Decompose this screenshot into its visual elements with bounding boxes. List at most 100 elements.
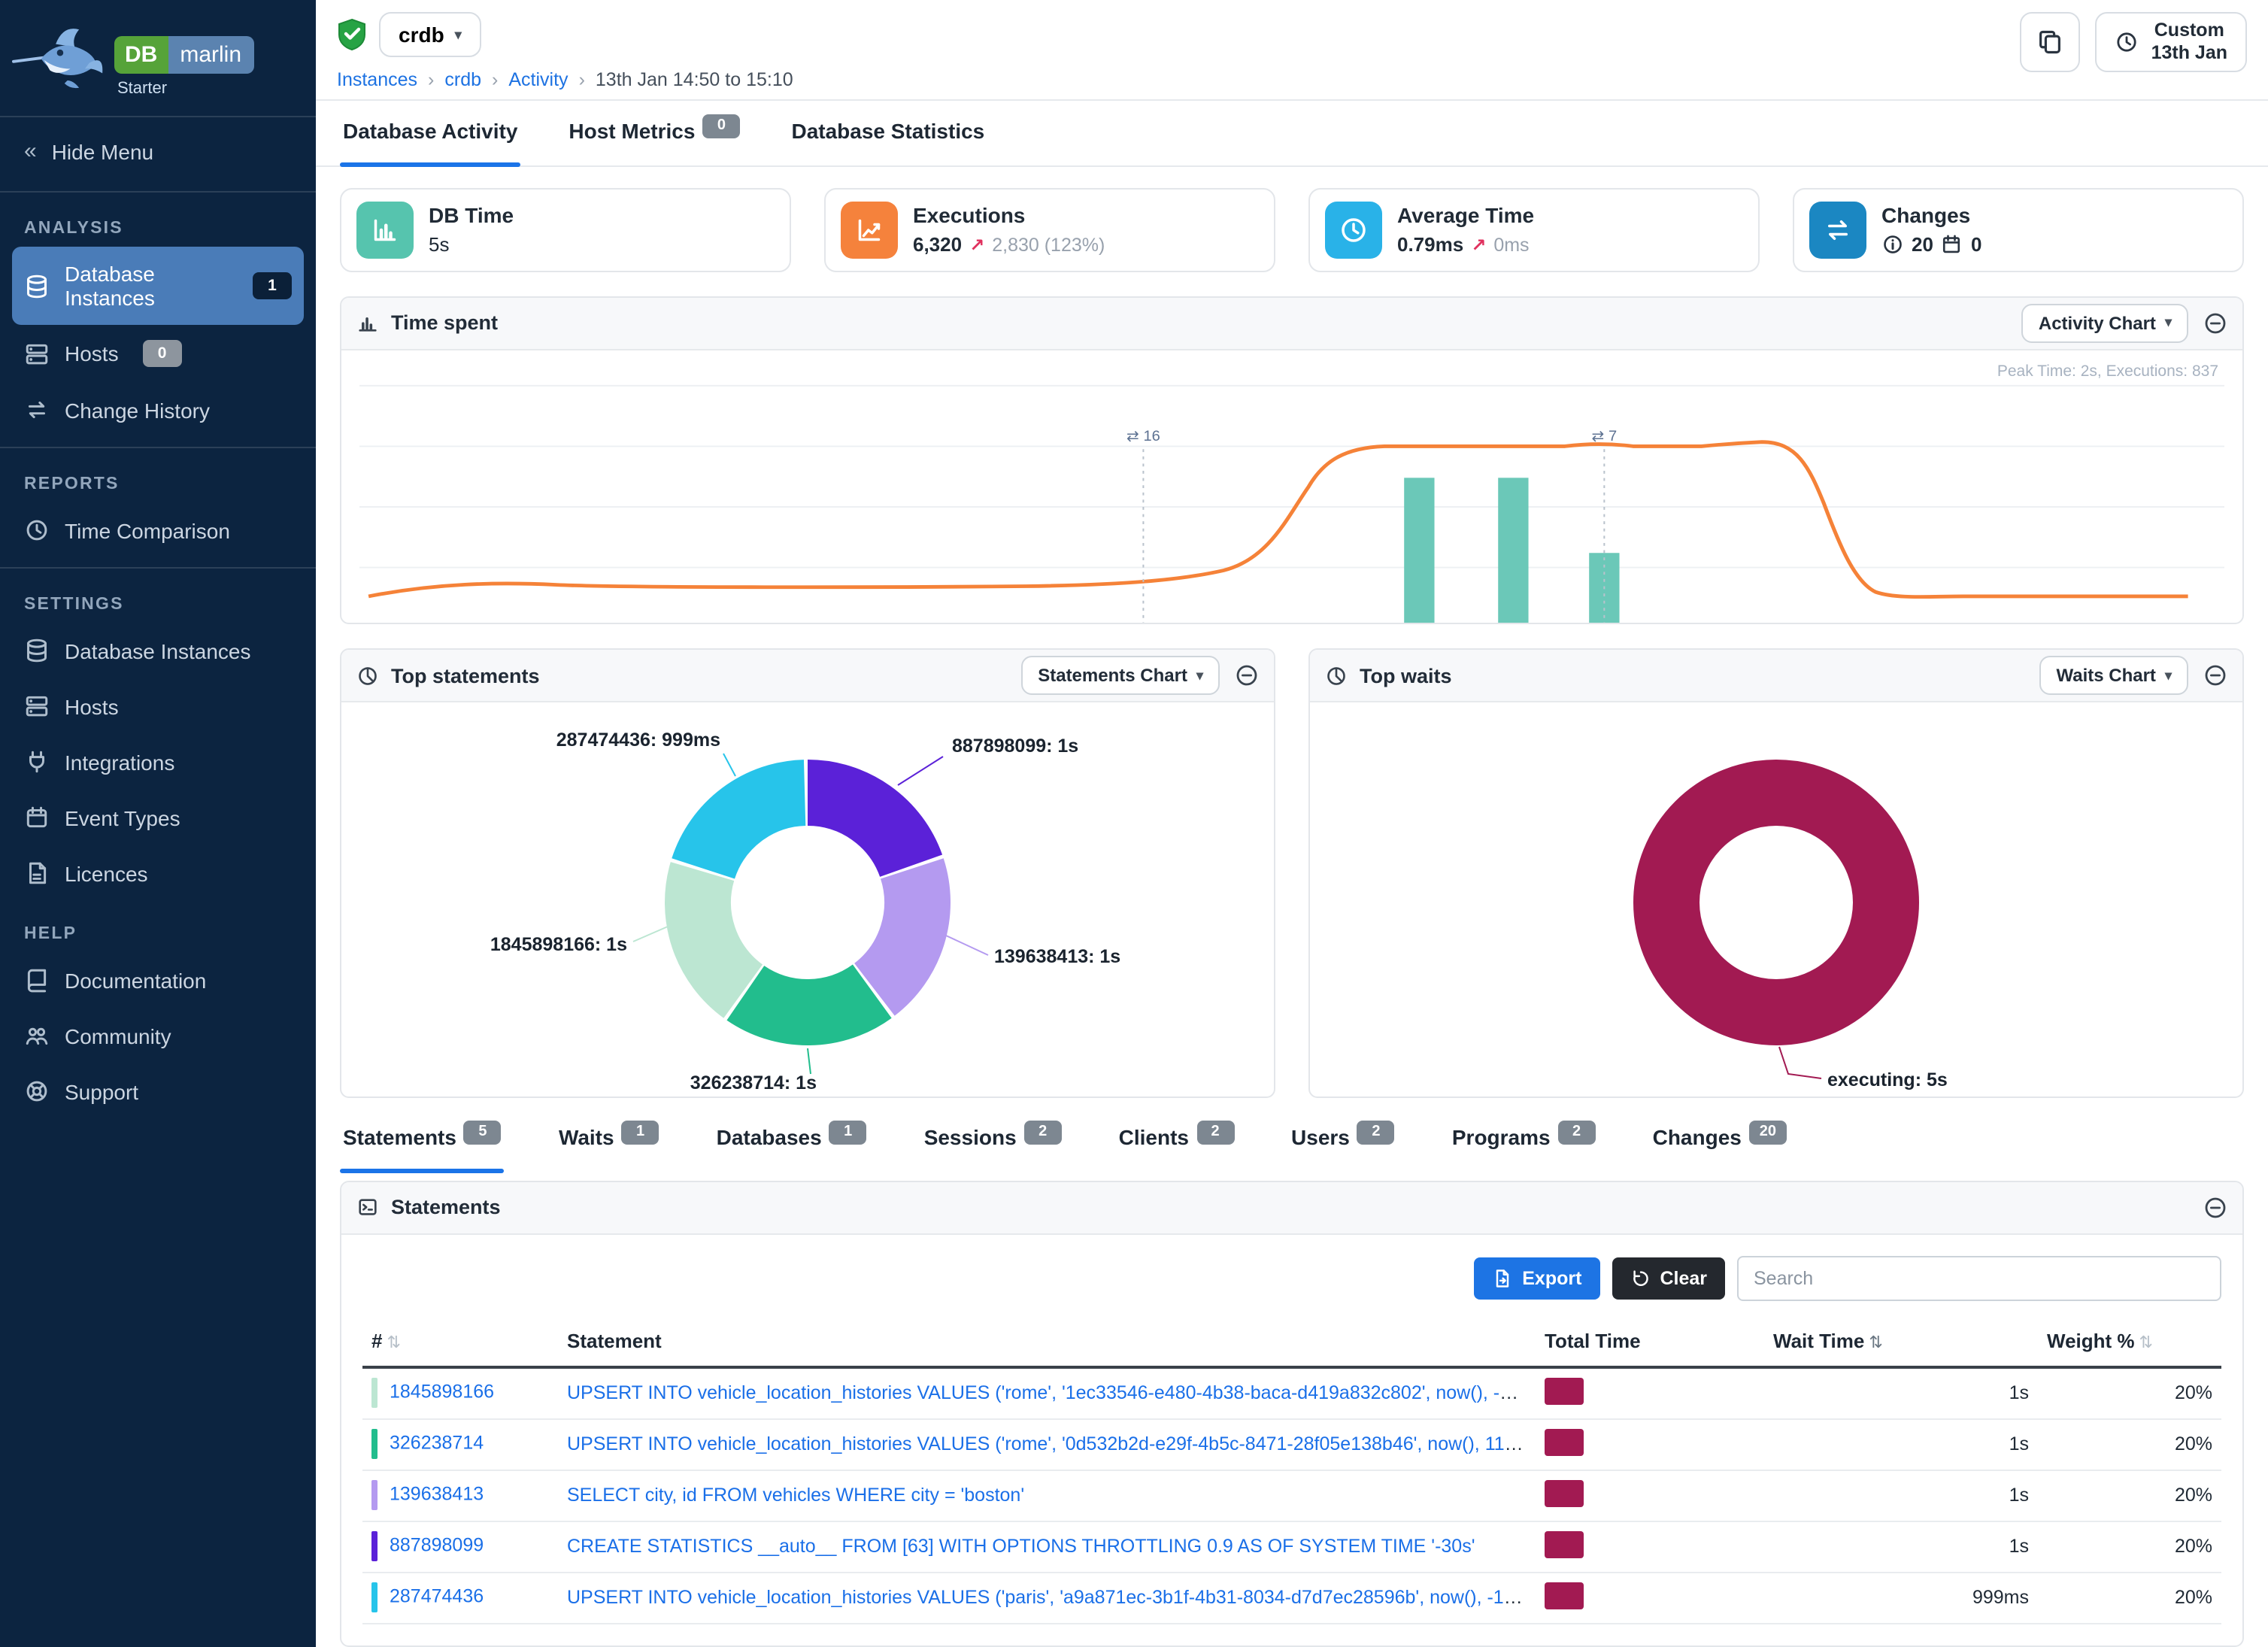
table-row[interactable]: 139638413 SELECT city, id FROM vehicles W… (362, 1470, 2221, 1522)
instance-dropdown[interactable]: crdb ▾ (379, 12, 481, 57)
breadcrumb-link-activity[interactable]: Activity (508, 69, 569, 90)
statement-id-cell: 287474436 (362, 1572, 558, 1624)
table-row[interactable]: 1845898166 UPSERT INTO vehicle_location_h… (362, 1366, 2221, 1420)
statement-id-link[interactable]: 139638413 (390, 1484, 484, 1506)
table-row[interactable]: 887898099 CREATE STATISTICS __auto__ FROM… (362, 1521, 2221, 1573)
trend-up-icon: ↗ (1471, 234, 1487, 255)
divider (0, 191, 316, 193)
total-time-bar (1545, 1582, 1584, 1609)
sidebar-item-licences[interactable]: Licences (0, 845, 316, 901)
chevrons-left-icon: « (24, 138, 37, 164)
statement-link[interactable]: UPSERT INTO vehicle_location_histories V… (567, 1382, 1536, 1404)
collapse-panel-icon[interactable] (2203, 664, 2227, 688)
export-button[interactable]: Export (1474, 1257, 1600, 1300)
detail-tab-statements[interactable]: Statements 5 (340, 1108, 505, 1172)
detail-tab-programs[interactable]: Programs 2 (1449, 1108, 1599, 1172)
total-time-bar (1545, 1377, 1584, 1405)
statement-link[interactable]: SELECT city, id FROM vehicles WHERE city… (567, 1485, 1025, 1506)
time-range-line2: 13th Jan (2151, 42, 2227, 63)
sidebar-section-title: SETTINGS (24, 596, 124, 614)
column-header-weight[interactable]: Weight % ⇅ (2038, 1315, 2221, 1369)
kpi-title: Executions (913, 203, 1026, 227)
statement-link[interactable]: CREATE STATISTICS __auto__ FROM [63] WIT… (567, 1536, 1475, 1558)
sidebar-item-integrations[interactable]: Integrations (0, 734, 316, 790)
sidebar-item-database-instances[interactable]: Database Instances 1 (12, 247, 304, 325)
weight-cell: 20% (2038, 1366, 2221, 1420)
sidebar-item-documentation[interactable]: Documentation (0, 952, 316, 1008)
sidebar-item-label: Database Instances (65, 638, 251, 663)
breadcrumb-link-instances[interactable]: Instances (337, 69, 418, 90)
waits-chart-dropdown[interactable]: Waits Chart ▾ (2039, 656, 2188, 696)
svg-text:1845898166: 1s: 1845898166: 1s (490, 935, 627, 956)
top-statements-donut-chart[interactable]: 887898099: 1s 139638413: 1s 326238714: 1s 1… (353, 709, 1262, 1097)
divider (0, 116, 316, 117)
table-row[interactable]: 287474436 UPSERT INTO vehicle_location_hi… (362, 1572, 2221, 1624)
sidebar-item-label: Documentation (65, 968, 207, 992)
histogram-icon (356, 311, 379, 334)
statement-link[interactable]: UPSERT INTO vehicle_location_histories V… (567, 1433, 1536, 1455)
sidebar-section-title: ANALYSIS (24, 220, 123, 238)
top-waits-body: executing: 5s (1310, 703, 2242, 1097)
sidebar-item-hosts[interactable]: Hosts 0 (0, 325, 316, 382)
top-waits-donut-chart[interactable]: executing: 5s (1322, 709, 2230, 1097)
detail-tab-changes[interactable]: Changes 20 (1650, 1108, 1790, 1172)
statements-chart-dropdown[interactable]: Statements Chart ▾ (1021, 656, 1220, 696)
sidebar-item-support[interactable]: Support (0, 1063, 316, 1119)
tab-label: Database Activity (343, 119, 518, 143)
sidebar-item-community[interactable]: Community (0, 1008, 316, 1063)
statement-id-link[interactable]: 887898099 (390, 1535, 484, 1557)
statement-id-link[interactable]: 287474436 (390, 1586, 484, 1608)
sidebar-item-time-comparison[interactable]: Time Comparison (0, 502, 316, 558)
tab-badge: 1 (621, 1120, 659, 1145)
breadcrumb-separator: › (578, 69, 585, 90)
collapse-panel-icon[interactable] (1235, 664, 1259, 688)
tab-badge: 2 (1557, 1120, 1596, 1145)
detail-tab-clients[interactable]: Clients 2 (1116, 1108, 1237, 1172)
pie-chart-icon (356, 665, 379, 687)
tab-database-activity[interactable]: Database Activity (340, 101, 521, 165)
sidebar-item-change-history[interactable]: Change History (0, 382, 316, 438)
detail-tab-sessions[interactable]: Sessions 2 (921, 1108, 1065, 1172)
clock-icon (1325, 201, 1382, 258)
kpi-title: DB Time (429, 203, 514, 227)
copy-link-button[interactable] (2020, 12, 2081, 72)
sidebar-item-event-types[interactable]: Event Types (0, 790, 316, 845)
detail-tab-databases[interactable]: Databases 1 (714, 1108, 870, 1172)
collapse-panel-icon[interactable] (2203, 311, 2227, 335)
tab-label: Host Metrics (569, 119, 696, 143)
tab-badge: 0 (702, 114, 741, 138)
main-content: crdb ▾ Instances › crdb › Activity › 13th Jan … (316, 0, 2268, 1647)
sidebar-item-database-instances[interactable]: Database Instances (0, 623, 316, 678)
breadcrumb-current: 13th Jan 14:50 to 15:10 (595, 69, 793, 90)
search-input[interactable] (1737, 1255, 2221, 1301)
detail-tab-waits[interactable]: Waits 1 (556, 1108, 663, 1172)
statement-id-link[interactable]: 1845898166 (390, 1382, 495, 1403)
column-header-total-time[interactable]: Total Time (1536, 1315, 1764, 1369)
detail-tab-users[interactable]: Users 2 (1288, 1108, 1398, 1172)
main-tab-bar: Database Activity Host Metrics 0 Database S… (316, 101, 2268, 166)
kpi-value: 5s (429, 233, 514, 256)
hide-menu-button[interactable]: « Hide Menu (0, 120, 316, 182)
tab-label: Changes (1652, 1125, 1742, 1150)
tab-database-statistics[interactable]: Database Statistics (788, 101, 987, 165)
statement-id-link[interactable]: 326238714 (390, 1433, 484, 1454)
time-range-button[interactable]: Custom 13th Jan (2095, 12, 2247, 72)
activity-chart-dropdown[interactable]: Activity Chart ▾ (2021, 303, 2188, 342)
svg-text:287474436: 999ms: 287474436: 999ms (556, 730, 720, 751)
statement-link[interactable]: UPSERT INTO vehicle_location_histories V… (567, 1587, 1536, 1609)
statement-color-chip (371, 1531, 377, 1562)
column-header-statement[interactable]: Statement (558, 1315, 1536, 1369)
breadcrumb-link-crdb[interactable]: crdb (444, 69, 482, 90)
column-header-wait-time[interactable]: Wait Time ⇅ (1764, 1315, 2038, 1369)
kpi-card-db-time: DB Time 5s (340, 187, 791, 271)
tab-label: Database Statistics (791, 119, 985, 143)
tab-host-metrics[interactable]: Host Metrics 0 (565, 101, 743, 165)
collapse-panel-icon[interactable] (2203, 1196, 2227, 1220)
table-row[interactable]: 326238714 UPSERT INTO vehicle_location_hi… (362, 1418, 2221, 1471)
time-spent-chart[interactable]: ⇄ 16⇄ 7 14:5014:5515:0015:05 (359, 365, 2224, 625)
clear-button[interactable]: Clear (1612, 1257, 1725, 1300)
sidebar-item-hosts[interactable]: Hosts (0, 678, 316, 734)
column-header-id[interactable]: # ⇅ (362, 1315, 558, 1369)
statement-text-cell: CREATE STATISTICS __auto__ FROM [63] WIT… (558, 1521, 1536, 1573)
